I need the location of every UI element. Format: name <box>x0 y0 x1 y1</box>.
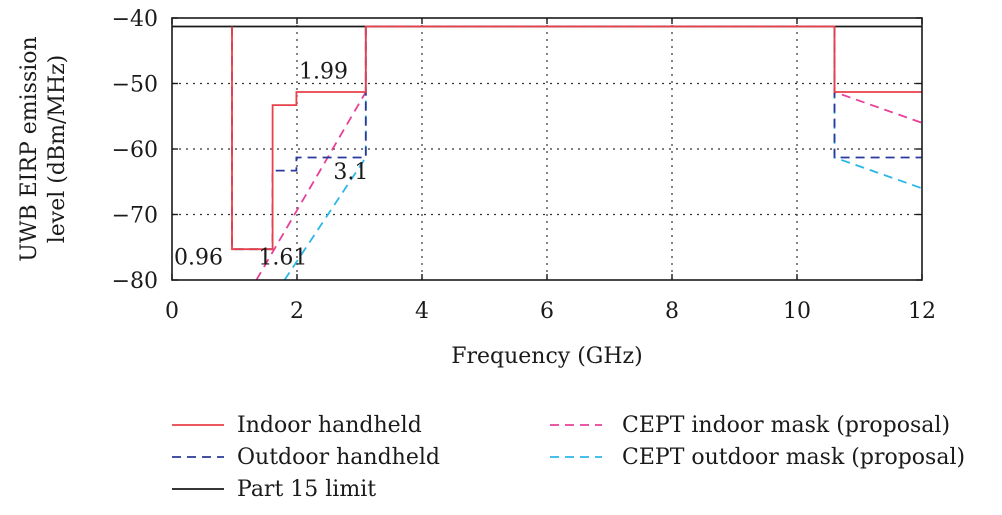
legend-item-3: CEPT indoor mask (proposal) <box>550 413 950 438</box>
x-tick-label-3: 6 <box>540 299 554 324</box>
y-tick-label-1: −70 <box>112 204 158 229</box>
legend-label-2: Part 15 limit <box>237 477 376 502</box>
legend-label-3: CEPT indoor mask (proposal) <box>622 413 950 438</box>
x-tick-label-0: 0 <box>165 299 179 324</box>
series-line-cept-outdoor-mask-proposal <box>283 25 923 281</box>
series-line-outdoor-handheld <box>231 25 922 251</box>
y-tick-label-3: −50 <box>112 73 158 98</box>
legend-label-0: Indoor handheld <box>237 413 422 438</box>
legend-label-4: CEPT outdoor mask (proposal) <box>622 445 965 470</box>
series-line-indoor-handheld <box>231 25 922 251</box>
y-axis-label-line-2: level (dBm/MHz) <box>45 55 70 244</box>
legend-label-1: Outdoor handheld <box>237 445 440 470</box>
annotation-layer: 0.96 1.61 1.99 3.1 <box>174 59 368 270</box>
y-tick-label-4: −40 <box>112 7 158 32</box>
x-tick-label-6: 12 <box>908 299 936 324</box>
grid-layer <box>172 18 922 280</box>
annotation-label-0: 0.96 <box>174 245 223 270</box>
tick-layer: 0 2 4 6 8 10 12 −80 −70 −60 −50 −40 <box>112 7 936 324</box>
y-axis-label: UWB EIRP emission level (dBm/MHz) <box>17 36 70 261</box>
y-tick-label-2: −60 <box>112 138 158 163</box>
x-tick-label-1: 2 <box>290 299 304 324</box>
x-tick-label-5: 10 <box>783 299 811 324</box>
legend-item-1: Outdoor handheld <box>172 445 440 470</box>
x-axis-label: Frequency (GHz) <box>451 344 643 369</box>
annotation-label-1: 1.61 <box>258 245 307 270</box>
legend-item-0: Indoor handheld <box>172 413 422 438</box>
legend-item-2: Part 15 limit <box>172 477 376 502</box>
x-tick-label-4: 8 <box>665 299 679 324</box>
series-layer <box>172 25 923 281</box>
x-tick-label-2: 4 <box>415 299 429 324</box>
y-tick-label-0: −80 <box>112 269 158 294</box>
legend-item-4: CEPT outdoor mask (proposal) <box>550 445 965 470</box>
annotation-label-2: 1.99 <box>299 59 348 84</box>
legend: Indoor handheld Outdoor handheld Part 15 l… <box>172 413 965 502</box>
series-line-cept-indoor-mask-proposal <box>255 25 923 281</box>
annotation-label-3: 3.1 <box>333 160 368 185</box>
y-axis-label-line-1: UWB EIRP emission <box>17 36 42 261</box>
